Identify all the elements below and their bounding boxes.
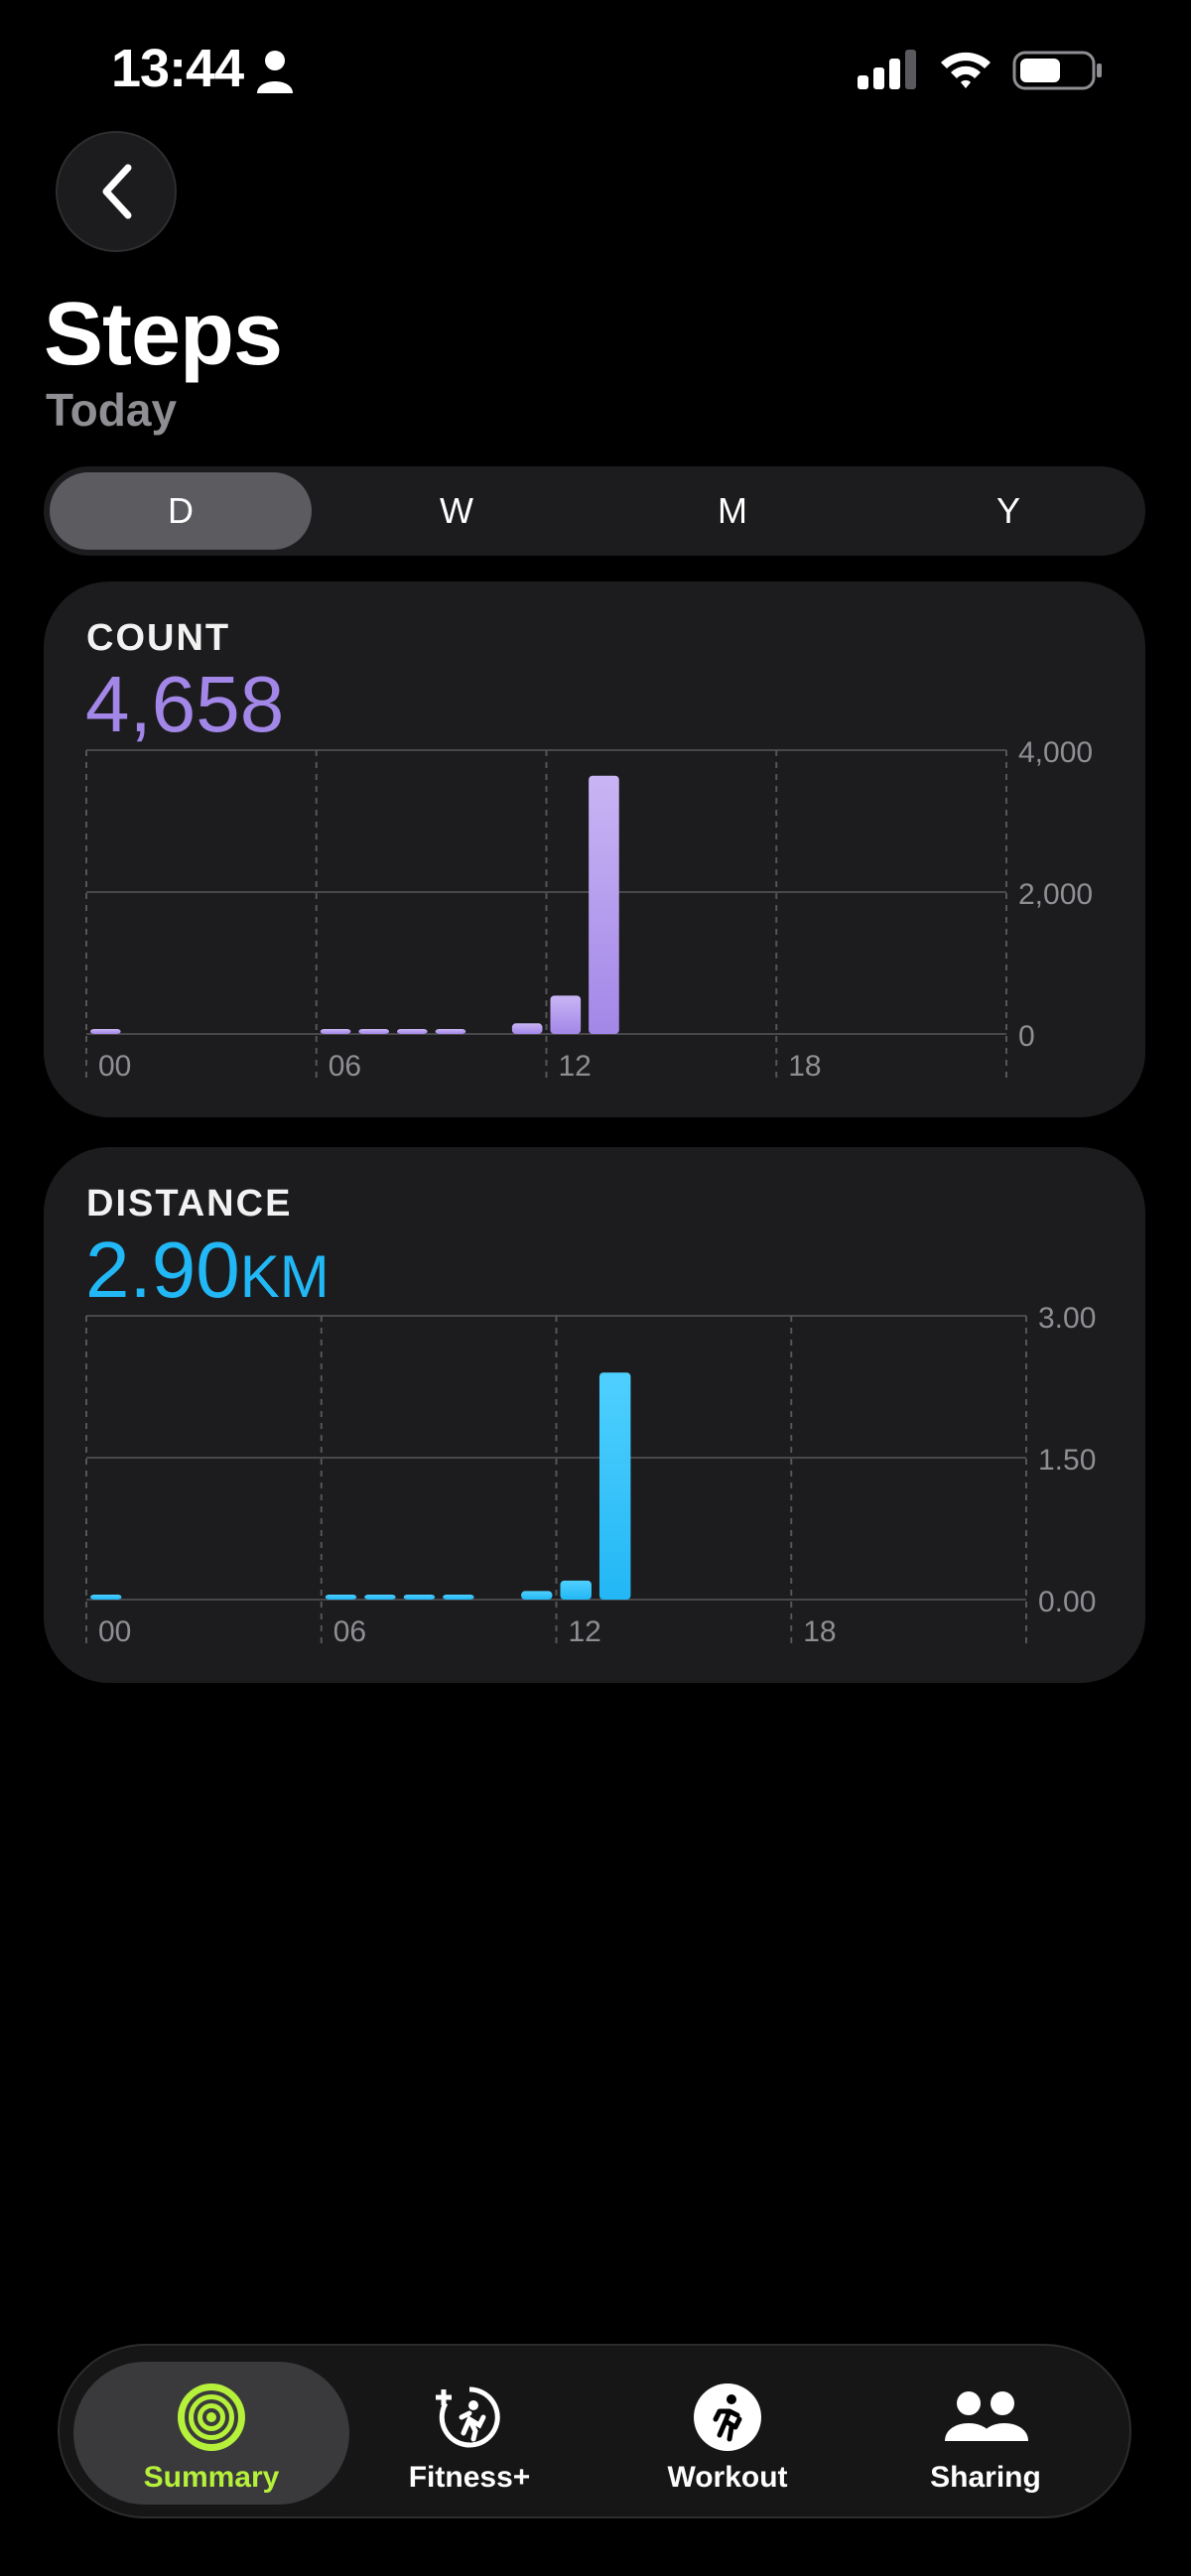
bar-hour-13 [589, 775, 619, 1034]
bar-hour-08 [397, 1029, 428, 1034]
y-tick-label: 0 [1018, 1020, 1035, 1053]
x-tick-label: 00 [98, 1050, 131, 1083]
bar-hour-06 [320, 1029, 351, 1034]
page-title: Steps [44, 285, 283, 384]
tab-fitness-plus[interactable]: Fitness+ [331, 2362, 607, 2505]
chevron-left-icon [102, 164, 132, 219]
distance-value: 2.90 [85, 1225, 240, 1314]
y-tick-label: 3.00 [1038, 1302, 1096, 1335]
count-label: COUNT [86, 617, 231, 659]
period-segmented-control: D W M Y [44, 466, 1145, 556]
x-tick-label: 06 [329, 1050, 361, 1083]
tab-summary[interactable]: Summary [73, 2362, 349, 2505]
status-time: 13:44 [111, 39, 244, 98]
fitness-plus-icon [436, 2386, 500, 2448]
bar-hour-12 [560, 1580, 592, 1600]
tab-workout-label: Workout [667, 2461, 788, 2494]
battery-icon [1012, 51, 1102, 90]
person-icon [257, 51, 293, 93]
y-tick-label: 2,000 [1018, 878, 1093, 911]
x-tick-label: 00 [98, 1615, 131, 1648]
tab-sharing-label: Sharing [930, 2461, 1041, 2494]
tab-workout[interactable]: Workout [590, 2362, 865, 2505]
tab-sharing[interactable]: Sharing [848, 2362, 1124, 2505]
segment-day[interactable]: D [50, 472, 312, 550]
x-tick-label: 12 [559, 1050, 592, 1083]
tab-fitness-plus-label: Fitness+ [408, 2461, 531, 2494]
bar-hour-09 [443, 1595, 474, 1600]
page-subtitle: Today [46, 384, 178, 436]
bar-hour-07 [358, 1029, 389, 1034]
x-tick-label: 18 [788, 1050, 821, 1083]
segment-year[interactable]: Y [995, 490, 1020, 531]
bar-hour-08 [403, 1595, 436, 1600]
bar-hour-09 [435, 1028, 466, 1034]
distance-unit: KM [239, 1243, 330, 1310]
distance-value-wrap: 2.90KM [85, 1224, 330, 1316]
bar-hour-12 [550, 995, 582, 1034]
distance-chart: 3.00 1.50 0.00 00 06 12 18 [85, 1302, 1096, 1648]
segment-week[interactable]: W [440, 490, 473, 531]
bar-hour-00 [90, 1595, 122, 1600]
chart-grid [85, 1315, 1027, 1645]
bar-hour-07 [364, 1595, 396, 1600]
distance-label: DISTANCE [86, 1183, 293, 1224]
wifi-icon [941, 52, 991, 88]
bar-hour-11 [511, 1023, 543, 1034]
tab-bar: Summary Fitness+ Workout Sharing [58, 2344, 1131, 2518]
running-figure-icon [694, 2383, 761, 2451]
steps-count-card[interactable]: COUNT 4,658 4,000 2,000 0 00 06 12 18 [44, 581, 1145, 1117]
y-tick-label: 1.50 [1038, 1444, 1096, 1477]
segment-month[interactable]: M [718, 490, 747, 531]
bar-hour-11 [521, 1591, 553, 1600]
bar-hour-13 [598, 1372, 631, 1600]
distance-card[interactable]: DISTANCE 2.90KM 3.00 1.50 0.00 00 06 12 18 [44, 1147, 1145, 1683]
back-button[interactable] [56, 131, 177, 252]
count-value: 4,658 [85, 660, 285, 748]
cellular-signal-icon [858, 50, 916, 89]
bar-hour-06 [325, 1595, 357, 1600]
chart-grid [85, 749, 1007, 1080]
x-tick-label: 06 [333, 1615, 366, 1648]
people-icon [945, 2391, 1028, 2441]
y-tick-label: 4,000 [1018, 736, 1093, 769]
bar-hour-00 [90, 1029, 121, 1034]
y-tick-label: 0.00 [1038, 1586, 1096, 1618]
x-tick-label: 18 [803, 1615, 836, 1648]
x-tick-label: 12 [569, 1615, 601, 1648]
tab-summary-label: Summary [143, 2461, 280, 2494]
activity-rings-icon [178, 2383, 245, 2451]
